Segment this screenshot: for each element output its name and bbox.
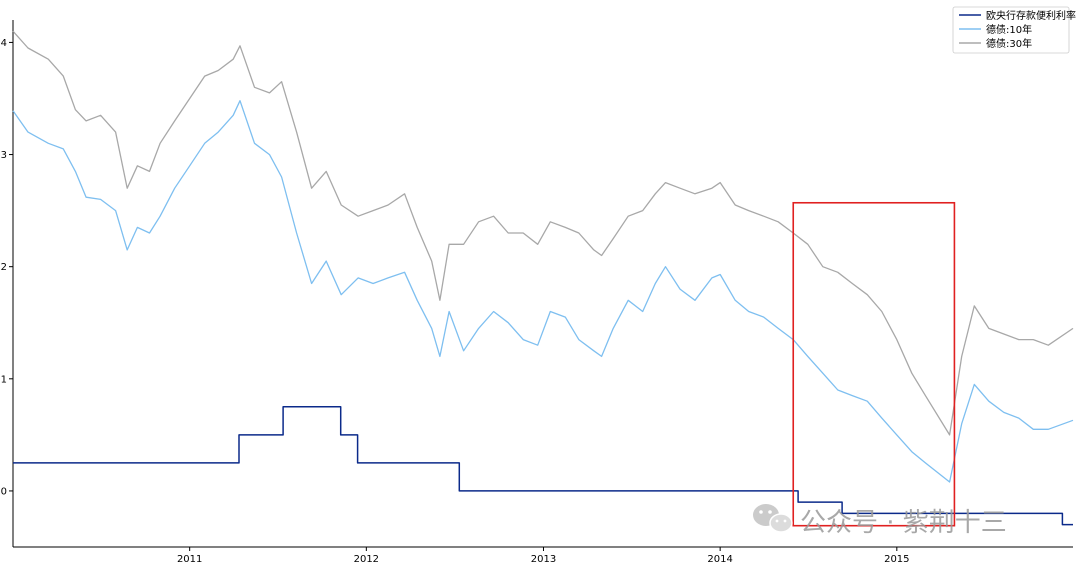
annotation-layer: [792, 201, 956, 527]
series-bund-10y: [12, 100, 1074, 483]
axes: [12, 20, 1073, 548]
wechat-icon: [753, 504, 793, 533]
y-tick-label: 0: [1, 486, 7, 497]
watermark: 公众号 · 紫荆十三: [753, 504, 1007, 538]
legend-label-bund-10y: 德债:10年: [986, 23, 1032, 36]
series-bund-30y: [12, 30, 1074, 436]
x-tick-label: 2014: [707, 554, 732, 564]
y-tick-label: 2: [1, 262, 7, 273]
x-tick-label: 2011: [177, 554, 202, 564]
x-tick-label: 2012: [354, 554, 379, 564]
legend-label-ecb-rate: 欧央行存款便利利率: [986, 9, 1076, 22]
legend: 欧央行存款便利利率 德债:10年 德债:30年: [952, 6, 1076, 54]
y-tick-label: 3: [1, 150, 7, 161]
legend-label-bund-30y: 德债:30年: [986, 37, 1032, 50]
x-ticks: 2011 2012 2013 2014 2015: [177, 547, 910, 564]
legend-box: [952, 6, 1070, 54]
highlight-rectangle: [792, 201, 956, 527]
x-tick-label: 2015: [884, 554, 909, 564]
y-tick-label: 1: [1, 374, 7, 385]
x-tick-label: 2013: [531, 554, 556, 564]
y-ticks: 0 1 2 3 4: [1, 38, 13, 497]
series-layer: [12, 30, 1074, 526]
series-ecb-deposit-rate: [13, 406, 1073, 526]
y-tick-label: 4: [1, 38, 7, 49]
watermark-text: 公众号 · 紫荆十三: [800, 508, 1007, 538]
